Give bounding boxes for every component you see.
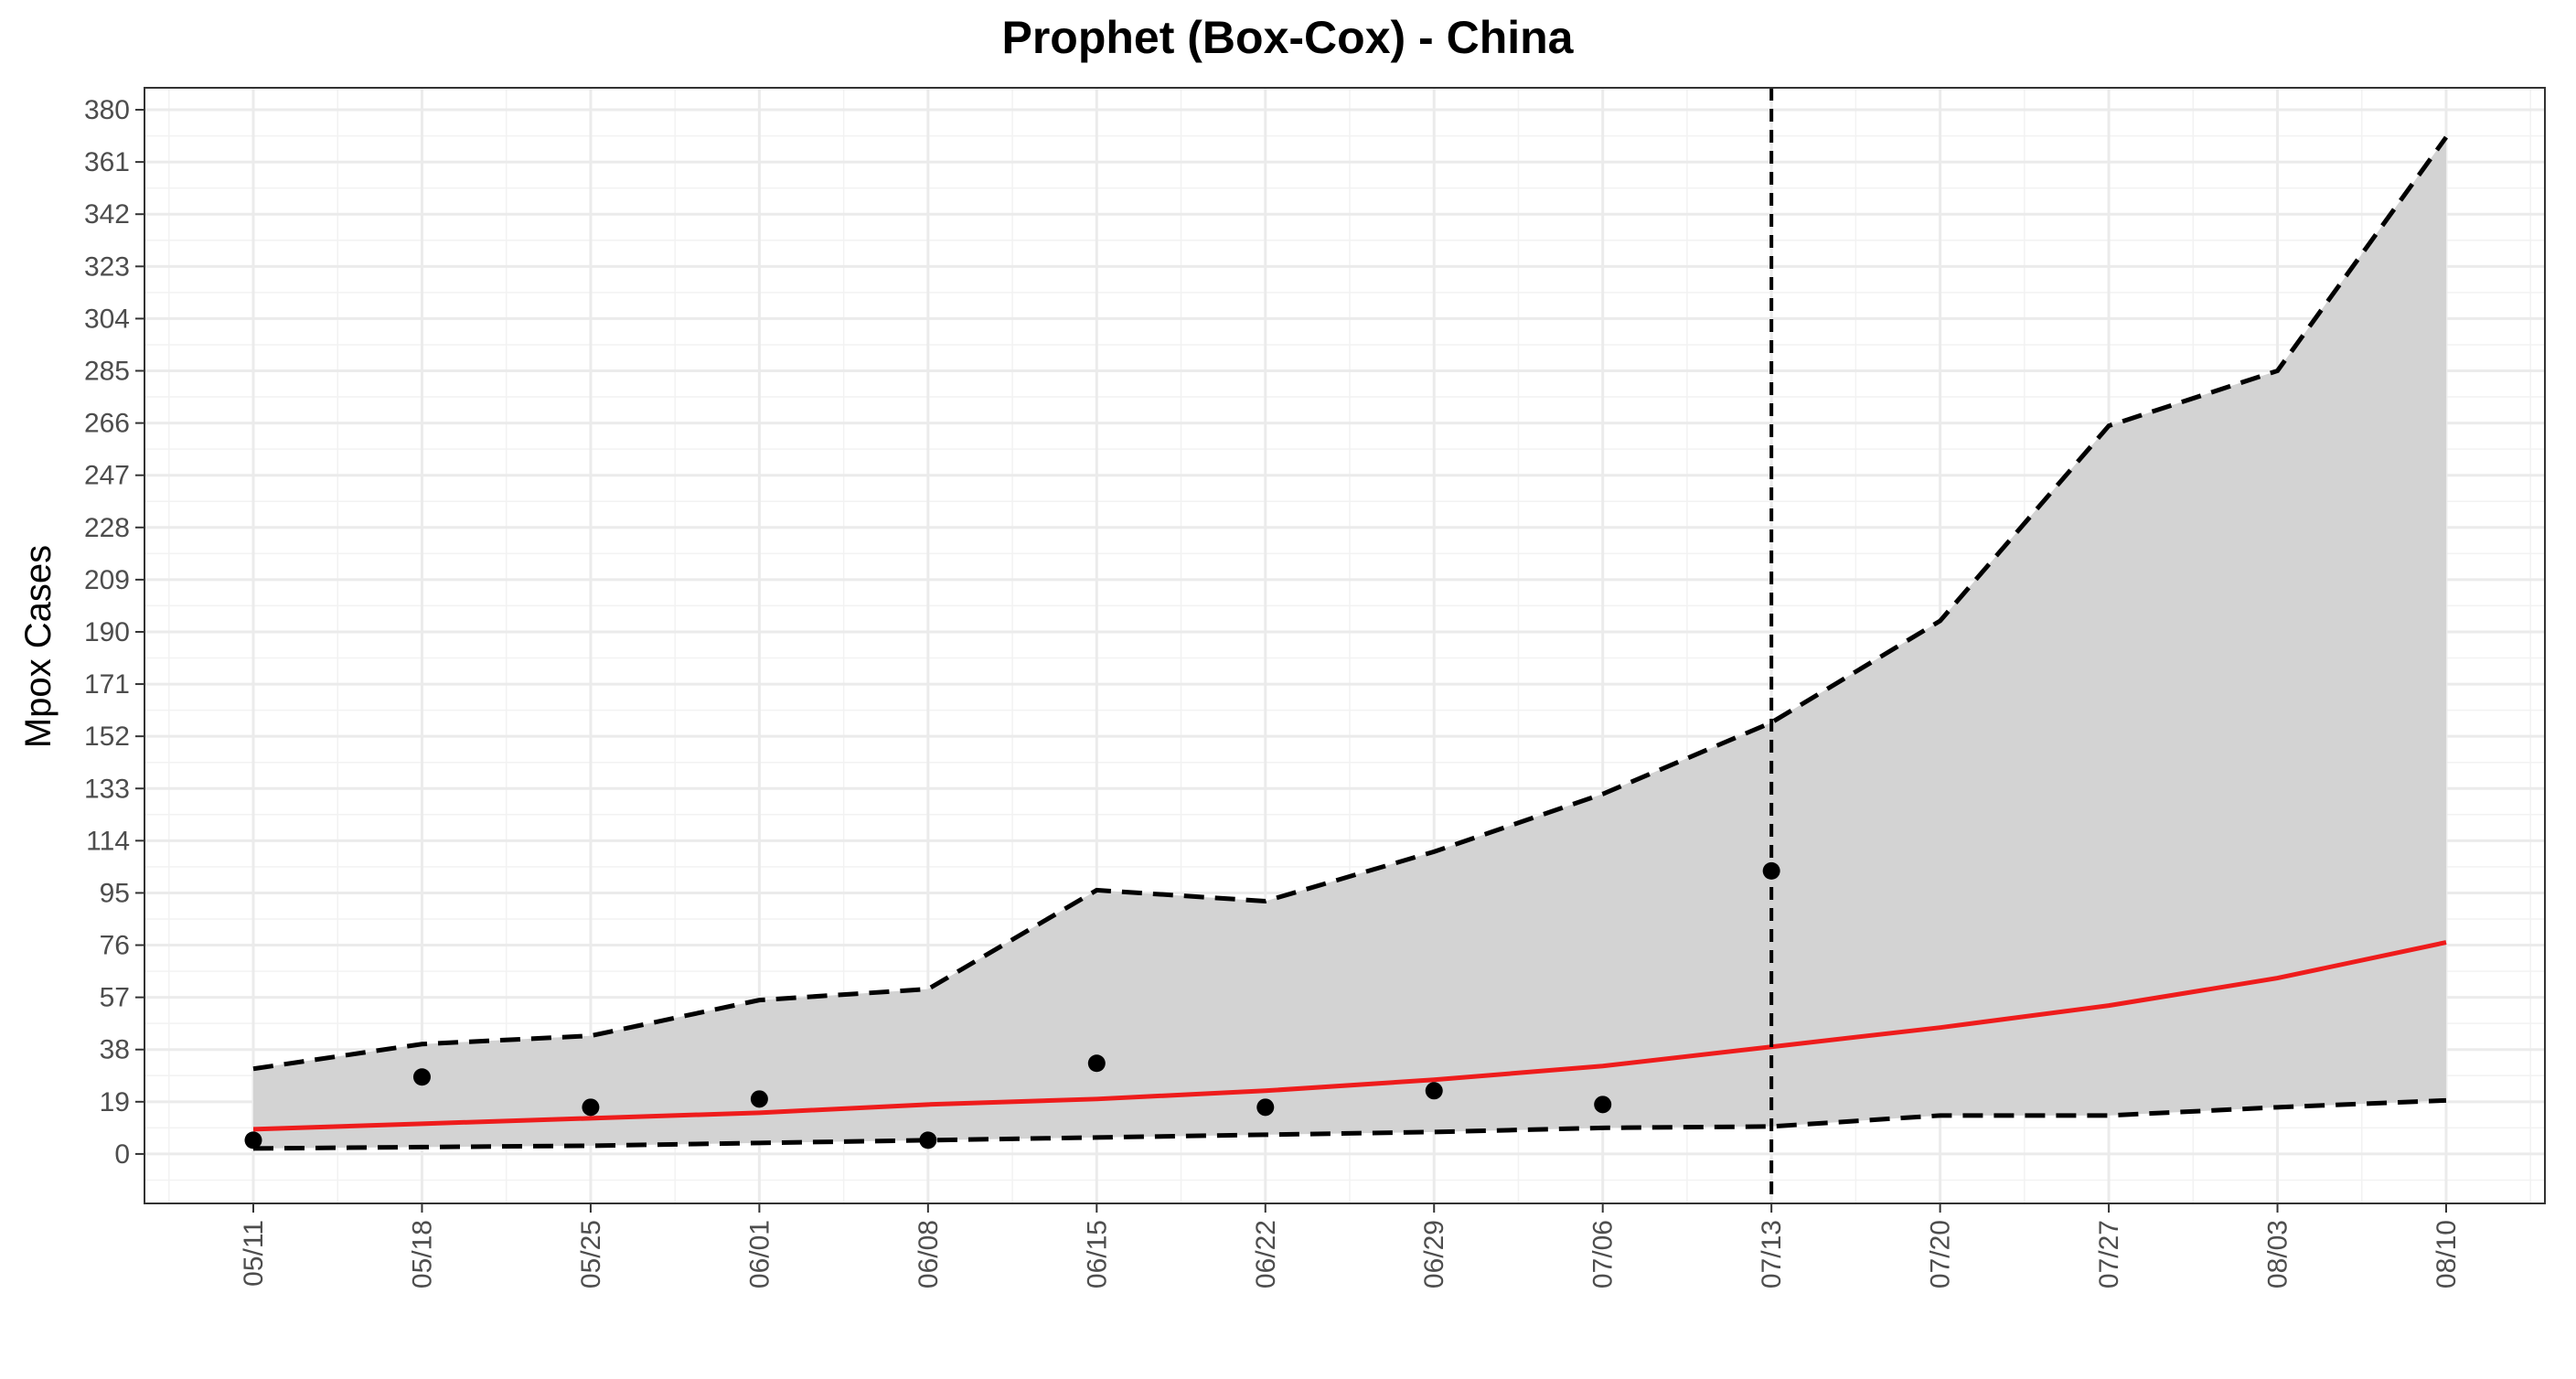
x-tick-label: 06/08 — [914, 1220, 944, 1288]
y-tick-label: 285 — [84, 357, 130, 387]
plot-panel-border — [144, 87, 2546, 1204]
x-tick-label: 07/27 — [2094, 1220, 2124, 1288]
y-tick-label: 0 — [114, 1139, 130, 1170]
observed-point — [1762, 861, 1780, 880]
series-lines — [252, 88, 2449, 1203]
x-tick-label: 08/03 — [2263, 1220, 2293, 1288]
y-tick-label: 133 — [84, 774, 130, 804]
prediction-band-area — [253, 137, 2446, 1149]
chart-title: Prophet (Box-Cox) - China — [1002, 12, 1575, 63]
y-tick-label: 228 — [84, 513, 130, 543]
y-tick-label: 38 — [100, 1035, 130, 1065]
observed-point — [1594, 1096, 1612, 1114]
observed-point — [1256, 1098, 1275, 1117]
y-tick-label: 323 — [84, 251, 130, 282]
y-axis-label: Mpox Cases — [18, 545, 59, 748]
y-tick-label: 209 — [84, 565, 130, 595]
forecast-line — [252, 940, 2447, 1132]
observed-point — [244, 1131, 262, 1149]
observed-point — [1087, 1054, 1106, 1073]
y-tick-label: 95 — [100, 878, 130, 908]
y-tick-label: 380 — [84, 95, 130, 125]
y-tick-label: 266 — [84, 409, 130, 439]
observed-point — [412, 1068, 431, 1086]
x-tick-label: 06/01 — [744, 1220, 775, 1288]
observed-point — [919, 1131, 937, 1149]
y-tick-label: 304 — [84, 304, 130, 334]
observed-point — [582, 1098, 600, 1117]
upper-bound-line — [252, 135, 2449, 1072]
y-tick-label: 361 — [84, 147, 130, 177]
x-tick-label: 05/25 — [576, 1220, 606, 1288]
x-tick-label: 06/22 — [1251, 1220, 1281, 1288]
x-tick-label: 07/20 — [1926, 1220, 1956, 1288]
x-tick-label: 05/18 — [407, 1220, 437, 1288]
x-tick-label: 08/10 — [2432, 1220, 2462, 1288]
x-tick-label: 06/29 — [1419, 1220, 1449, 1288]
observed-points — [244, 861, 1780, 1149]
y-tick-label: 342 — [84, 199, 130, 230]
x-tick-label: 07/13 — [1757, 1220, 1787, 1288]
y-tick-label: 57 — [100, 983, 130, 1013]
prediction-interval-band — [253, 137, 2446, 1149]
observed-point — [1425, 1082, 1443, 1100]
x-tick-label: 06/15 — [1082, 1220, 1112, 1288]
y-tick-label: 76 — [100, 931, 130, 961]
x-tick-label: 07/06 — [1588, 1220, 1619, 1288]
y-tick-label: 190 — [84, 617, 130, 647]
x-tick-label: 05/11 — [239, 1220, 269, 1287]
axes: 0 19 38 57 76 95 114 133 152 171 190 209 228 247 266 28… — [84, 87, 2546, 1288]
y-tick-label: 152 — [84, 722, 130, 752]
y-tick-label: 19 — [100, 1087, 130, 1117]
y-tick-label: 114 — [86, 826, 130, 856]
observed-point — [750, 1090, 768, 1108]
y-tick-label: 171 — [84, 669, 130, 700]
y-tick-label: 247 — [84, 461, 130, 491]
lower-bound-line — [252, 1097, 2447, 1151]
